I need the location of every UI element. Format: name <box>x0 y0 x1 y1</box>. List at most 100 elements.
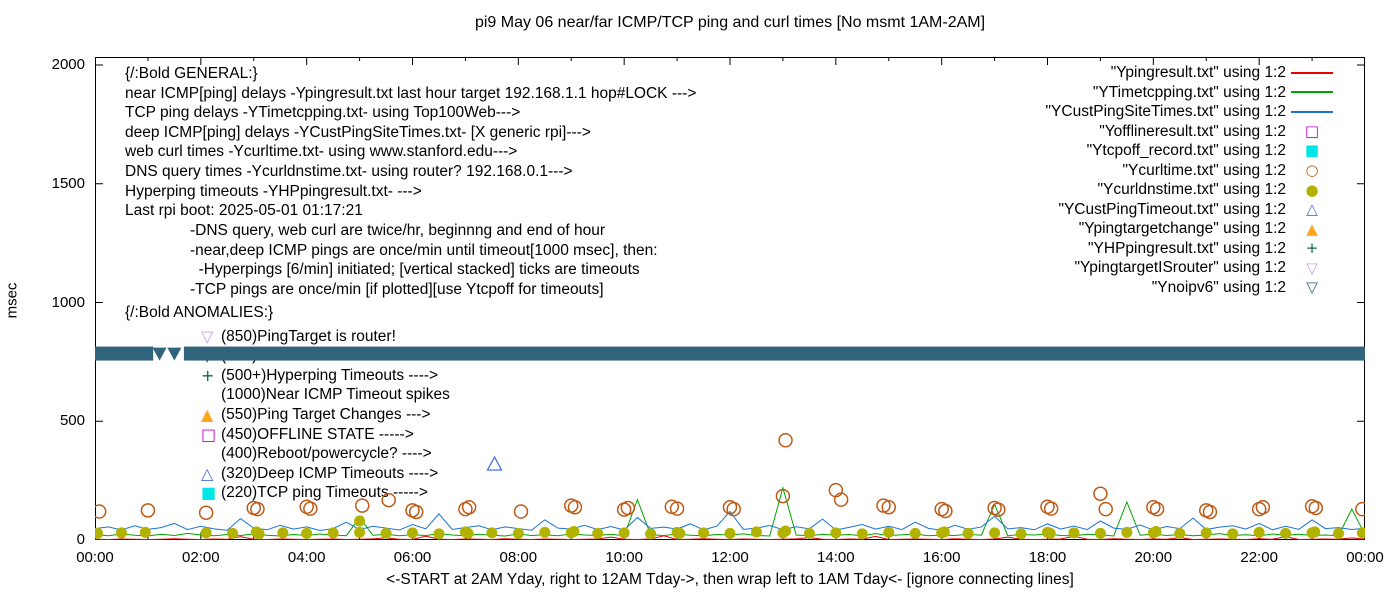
measurement-note-line: -TCP pings are once/min [if plotted][use… <box>190 280 604 298</box>
data-point <box>1147 527 1159 539</box>
general-notes-block: {/:Bold GENERAL:} near ICMP[ping] delays … <box>125 64 696 221</box>
data-point <box>1356 527 1365 539</box>
legend-label: "YCustPingTimeout.txt" using 1:2 <box>1058 200 1286 218</box>
data-point <box>407 527 418 539</box>
data-point <box>698 527 710 539</box>
legend-row: "YCustPingTimeout.txt" using 1:2 △ <box>1046 200 1338 220</box>
anomaly-text: (850)PingTarget is router! <box>221 327 396 345</box>
series-line <box>95 535 1365 540</box>
legend-label: "Ypingresult.txt" using 1:2 <box>1110 64 1286 81</box>
data-point <box>1199 503 1214 518</box>
legend-marker-icon: ■ <box>1304 141 1320 160</box>
anomaly-item: ■ (220)TCP ping Timeouts -----> <box>125 483 450 503</box>
y-tick-label: 1000 <box>51 293 85 311</box>
y-tick-label: 1500 <box>51 174 85 192</box>
data-point <box>883 526 895 538</box>
data-point <box>1355 501 1365 517</box>
anomaly-item: (1000)Near ICMP Timeout spikes <box>125 385 450 405</box>
data-point <box>724 527 736 539</box>
data-point <box>1253 526 1265 538</box>
data-point <box>876 498 891 513</box>
legend-row: "YCustPingSiteTimes.txt" using 1:2 <box>1046 102 1338 122</box>
data-point <box>95 504 107 519</box>
x-tick-label: 04:00 <box>287 549 326 566</box>
general-note-line: deep ICMP[ping] delays -YCustPingSiteTim… <box>125 123 591 141</box>
data-point <box>565 527 577 539</box>
data-point <box>354 515 366 527</box>
legend-row: "YHPpingresult.txt" using 1:2 + <box>1046 239 1338 259</box>
general-note-line: TCP ping delays -YTimetcpping.txt- using… <box>125 104 521 122</box>
data-point <box>227 527 239 539</box>
data-point <box>616 502 632 517</box>
legend-row: "Ycurldnstime.txt" using 1:2 ● <box>1046 180 1338 200</box>
chart-title: pi9 May 06 near/far ICMP/TCP ping and cu… <box>474 14 986 31</box>
legend: "Ypingresult.txt" using 1:2 "YTimetcpping… <box>1046 63 1338 298</box>
data-point <box>301 527 313 539</box>
data-point <box>592 527 604 539</box>
data-point <box>618 527 630 539</box>
data-point <box>1251 501 1267 517</box>
x-axis-caption: <-START at 2AM Yday, right to 12AM Tday-… <box>386 571 1074 588</box>
data-point <box>1255 499 1271 515</box>
data-point <box>327 527 339 539</box>
anomaly-marker-icon: ▲ <box>201 404 214 424</box>
legend-label: "YCustPingSiteTimes.txt" using 1:2 <box>1045 103 1286 121</box>
legend-label: "YTimetcpping.txt" using 1:2 <box>1092 83 1286 101</box>
data-point <box>486 455 503 471</box>
data-point <box>620 500 636 516</box>
anomaly-marker-icon: ▽ <box>201 346 214 366</box>
data-point <box>726 501 741 517</box>
data-point <box>253 528 265 540</box>
x-tick-label: 08:00 <box>499 549 538 566</box>
data-point <box>674 527 686 539</box>
anomaly-text: (220)TCP ping Timeouts -----> <box>221 484 428 502</box>
anomaly-marker-icon: □ <box>201 424 217 444</box>
data-point <box>1333 527 1345 539</box>
y-tick-label: 0 <box>76 531 85 548</box>
data-point <box>564 498 579 513</box>
data-point <box>486 527 498 539</box>
general-note-line: {/:Bold GENERAL:} <box>125 65 258 82</box>
data-point <box>1280 527 1292 539</box>
anomaly-marker-icon: ■ <box>201 483 217 503</box>
y-tick-label: 2000 <box>51 56 85 73</box>
measurement-note-line: -near,deep ICMP pings are once/min until… <box>190 241 658 259</box>
general-note-line: DNS query times -Ycurldnstime.txt- using… <box>125 162 573 180</box>
data-point <box>139 526 151 538</box>
legend-row: "Ytcpoff_record.txt" using 1:2 ■ <box>1046 141 1338 161</box>
data-point <box>1121 526 1133 538</box>
data-point <box>380 527 392 539</box>
anomaly-text: (400)Reboot/powercycle? ----> <box>221 445 432 463</box>
data-point <box>833 492 849 507</box>
data-point <box>250 501 265 517</box>
data-point <box>1202 504 1218 520</box>
anomaly-item: (400)Reboot/powercycle? ----> <box>125 444 450 464</box>
data-point <box>750 526 762 538</box>
legend-row: "Ynoipv6" using 1:2 ▽ <box>1046 278 1338 298</box>
legend-label: "Ytcpoff_record.txt" using 1:2 <box>1086 142 1286 160</box>
x-tick-label: 22:00 <box>1240 549 1278 566</box>
x-tick-label: 20:00 <box>1134 549 1173 566</box>
legend-row: "Ycurltime.txt" using 1:2 ○ <box>1046 161 1338 181</box>
anomaly-text: (1000)Near ICMP Timeout spikes <box>221 386 450 404</box>
data-point <box>777 527 789 539</box>
data-point <box>934 501 949 517</box>
data-point <box>778 433 793 448</box>
data-point <box>433 528 445 540</box>
anomaly-marker-icon: △ <box>201 463 214 483</box>
data-point <box>989 527 1001 539</box>
anomaly-text: (450)OFFLINE STATE -----> <box>221 425 414 443</box>
data-point <box>303 501 318 516</box>
data-point <box>828 482 844 498</box>
anomaly-marker-icon: + <box>201 365 215 385</box>
data-point <box>1042 526 1053 538</box>
data-point <box>1068 527 1080 539</box>
data-point <box>95 527 104 539</box>
anomalies-block: {/:Bold ANOMALIES:} ▽ (850)PingTarget is … <box>125 303 450 503</box>
anomaly-marker-icon: ▽ <box>201 326 214 346</box>
data-point <box>1149 501 1165 517</box>
data-point <box>354 526 366 538</box>
data-point <box>513 504 529 519</box>
data-point <box>568 525 580 537</box>
